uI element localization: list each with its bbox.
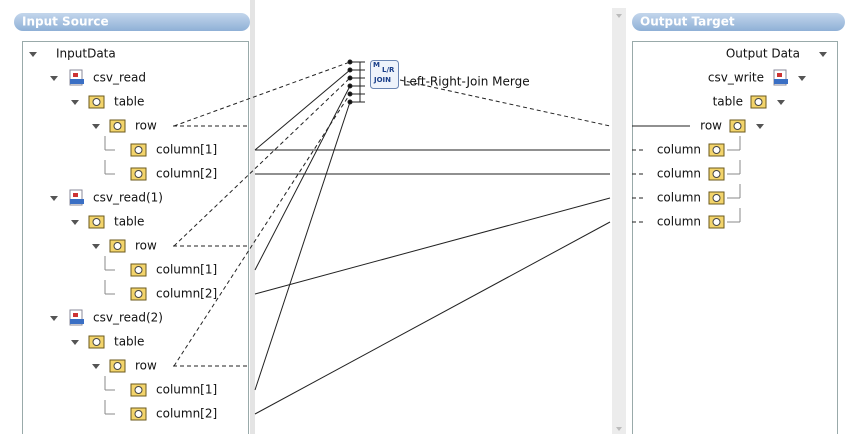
expand-toggle[interactable] xyxy=(71,220,79,225)
file-icon-band xyxy=(70,199,84,204)
merge-node[interactable]: M L/R JOIN Left-Right-Join Merge xyxy=(347,59,530,105)
tree-node-label[interactable]: column xyxy=(657,143,701,157)
splitter[interactable] xyxy=(250,0,255,434)
element-icon-dot xyxy=(92,218,101,226)
map-line[interactable] xyxy=(254,197,611,295)
scroll-up[interactable] xyxy=(616,14,622,18)
file-icon-band xyxy=(70,79,84,84)
map-line[interactable] xyxy=(173,93,351,367)
expand-toggle[interactable] xyxy=(50,76,58,81)
tree-node-label[interactable]: table xyxy=(114,335,144,349)
map-line[interactable] xyxy=(173,61,351,127)
element-icon-dot xyxy=(134,410,143,418)
element-icon-dot xyxy=(712,146,721,154)
tree-node-label[interactable]: column[1] xyxy=(156,263,217,277)
tree-node-label[interactable]: InputData xyxy=(56,47,116,61)
element-icon-dot xyxy=(134,386,143,394)
tree-node-label[interactable]: Output Data xyxy=(726,47,800,61)
file-icon-mark xyxy=(73,193,78,197)
tree-node-label[interactable]: column[1] xyxy=(156,143,217,157)
tree-node-label[interactable]: column xyxy=(657,167,701,181)
mappings xyxy=(173,61,690,415)
tree-node-label[interactable]: row xyxy=(135,359,157,373)
expand-toggle[interactable] xyxy=(71,340,79,345)
tree-node-label[interactable]: csv_read xyxy=(93,71,146,85)
element-icon-dot xyxy=(113,122,122,130)
tree-node-label[interactable]: column xyxy=(657,215,701,229)
expand-toggle[interactable] xyxy=(777,100,785,105)
merge-icon-text: M xyxy=(373,61,380,69)
element-icon-dot xyxy=(712,218,721,226)
element-icon-dot xyxy=(113,362,122,370)
merge-icon-text: L/R xyxy=(382,66,395,74)
element-icon-dot xyxy=(712,194,721,202)
element-icon-dot xyxy=(733,122,742,130)
element-icon-dot xyxy=(134,146,143,154)
element-icon-dot xyxy=(92,98,101,106)
tree-node-label[interactable]: column[2] xyxy=(156,407,217,421)
input-panel xyxy=(22,41,249,434)
tree-node-label[interactable]: table xyxy=(114,95,144,109)
map-line[interactable] xyxy=(254,101,351,391)
expand-toggle[interactable] xyxy=(50,196,58,201)
merge-icon-text: JOIN xyxy=(373,76,391,84)
expand-toggle[interactable] xyxy=(756,124,764,129)
expand-toggle[interactable] xyxy=(92,364,100,369)
input-header xyxy=(14,13,250,31)
merge-label: Left-Right-Join Merge xyxy=(403,75,530,89)
element-icon-dot xyxy=(754,98,763,106)
expand-toggle[interactable] xyxy=(50,316,58,321)
file-icon-mark xyxy=(73,313,78,317)
file-icon-band xyxy=(774,79,788,84)
element-icon-dot xyxy=(134,266,143,274)
map-line[interactable] xyxy=(254,69,351,151)
element-icon-dot xyxy=(113,242,122,250)
map-line[interactable] xyxy=(173,77,351,247)
tree-node-label[interactable]: row xyxy=(135,119,157,133)
tree-node-label[interactable]: table xyxy=(114,215,144,229)
tree-node-label[interactable]: csv_read(1) xyxy=(93,191,163,205)
element-icon-dot xyxy=(134,170,143,178)
scroll-down[interactable] xyxy=(616,427,622,431)
tree-node-label[interactable]: column[2] xyxy=(156,167,217,181)
file-icon-band xyxy=(70,319,84,324)
output-panel xyxy=(632,41,838,434)
map-line[interactable] xyxy=(399,79,611,127)
expand-toggle[interactable] xyxy=(71,100,79,105)
output-title: Output Target xyxy=(640,15,735,29)
file-icon-mark xyxy=(777,73,782,77)
tree-node-label[interactable]: row xyxy=(700,119,722,133)
expand-toggle[interactable] xyxy=(29,52,37,57)
map-line[interactable] xyxy=(254,221,611,415)
tree-node-label[interactable]: table xyxy=(713,95,743,109)
tree-node-label[interactable]: csv_write xyxy=(708,71,764,85)
tree-node-label[interactable]: column[1] xyxy=(156,383,217,397)
scrollbar[interactable] xyxy=(612,8,626,434)
tree-node-label[interactable]: column[2] xyxy=(156,287,217,301)
element-icon-dot xyxy=(92,338,101,346)
expand-toggle[interactable] xyxy=(798,76,806,81)
file-icon-mark xyxy=(73,73,78,77)
expand-toggle[interactable] xyxy=(92,124,100,129)
element-icon-dot xyxy=(134,290,143,298)
element-icon-dot xyxy=(712,170,721,178)
expand-toggle[interactable] xyxy=(92,244,100,249)
map-line[interactable] xyxy=(254,85,351,271)
expand-toggle[interactable] xyxy=(819,52,827,57)
output-header xyxy=(632,13,845,31)
input-title: Input Source xyxy=(22,15,109,29)
tree-node-label[interactable]: csv_read(2) xyxy=(93,311,163,325)
tree-node-label[interactable]: column xyxy=(657,191,701,205)
tree-node-label[interactable]: row xyxy=(135,239,157,253)
